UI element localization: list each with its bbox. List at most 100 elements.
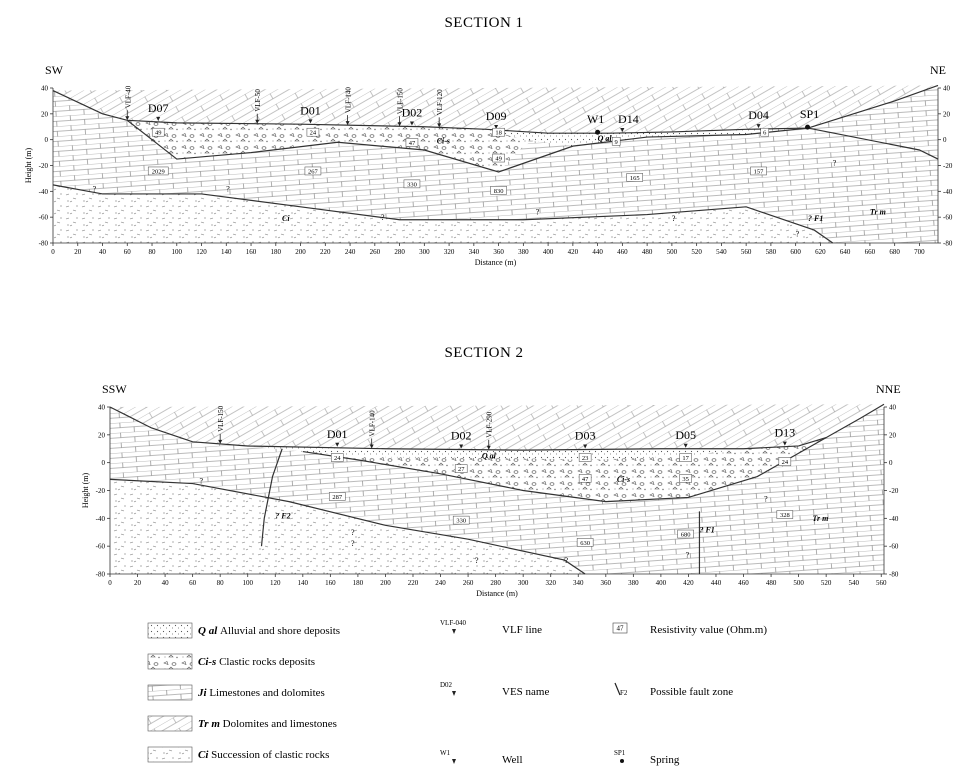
section1-plot: 0 20 40 60 80 100 120 140 160 180 200 220 240 260 280 3…: [24, 63, 953, 267]
y-tick-label-right: 20: [889, 431, 897, 439]
ves-label: D14: [618, 112, 639, 126]
x-tick-label: 200: [380, 579, 391, 587]
topography-line: [109, 403, 885, 451]
contact-line: [52, 184, 834, 244]
x-tick-label: 280: [394, 248, 405, 256]
resistivity-value: 47: [582, 476, 589, 483]
y-tick-label-right: 0: [943, 136, 947, 144]
x-tick-label: 160: [325, 579, 336, 587]
unit-label: Ci-s: [437, 137, 450, 146]
uncertain-mark: ?: [564, 556, 568, 565]
legend-unit-desc: Limestones and dolomites: [209, 687, 324, 699]
x-tick-label: 480: [766, 579, 777, 587]
direction-right: NE: [930, 63, 946, 77]
ves-arrow: [782, 441, 787, 446]
x-tick-label: 320: [545, 579, 556, 587]
legend-unit-code: Ci: [198, 749, 211, 761]
x-tick-label: 20: [74, 248, 82, 256]
legend-other-text: Spring: [650, 754, 680, 766]
x-tick-label: 100: [172, 248, 183, 256]
legend-swatch: [147, 715, 193, 732]
legend-unit: Q al Alluvial and shore deposits: [198, 625, 340, 637]
legend: Q al Alluvial and shore deposits Ci-s Cla…: [147, 619, 767, 766]
x-tick-label: 680: [889, 248, 900, 256]
well-symbol: [595, 129, 601, 135]
y-tick-label-right: -60: [943, 214, 953, 222]
resistivity-value: 27: [458, 466, 465, 473]
x-tick-label: 340: [469, 248, 480, 256]
x-tick-label: 380: [628, 579, 639, 587]
x-tick-label: 240: [345, 248, 356, 256]
resistivity-box: [306, 127, 320, 137]
legend-spring-dot: [620, 759, 624, 763]
x-axis-title: Distance (m): [475, 258, 517, 267]
y-tick-label: -20: [39, 162, 49, 170]
vlf-label: VLF-120: [436, 89, 444, 116]
unit-label: ? F1: [808, 214, 823, 223]
legend-arrow: [452, 759, 456, 764]
y-tick-label: 40: [98, 404, 106, 412]
ves-arrow: [494, 124, 499, 129]
resistivity-box: [677, 529, 694, 539]
x-tick-label: 300: [419, 248, 430, 256]
y-tick-label-right: -60: [889, 543, 899, 551]
legend-arrow: [452, 691, 456, 696]
vlf-label: VLF-140: [345, 87, 353, 114]
resistivity-box: [578, 453, 592, 462]
ves-arrow: [683, 443, 688, 448]
ves-arrow: [409, 121, 414, 126]
legend-unit-code: Tr m: [198, 718, 223, 730]
x-tick-label: 120: [270, 579, 281, 587]
x-tick-label: 60: [189, 579, 197, 587]
legend-fault-line: [614, 682, 621, 696]
x-tick-label: 460: [617, 248, 628, 256]
x-tick-label: 420: [683, 579, 694, 587]
legend-unit-code: Ci-s: [198, 656, 219, 668]
y-axis-title: Height (m): [24, 148, 33, 184]
legend-unit: Ji Limestones and dolomites: [197, 687, 325, 699]
ves-label: D02: [402, 105, 423, 119]
x-tick-label: 400: [656, 579, 667, 587]
vlf-arrow: [125, 116, 130, 121]
y-tick-label: 20: [98, 431, 106, 439]
ves-label: D01: [327, 427, 348, 441]
x-tick-label: 380: [518, 248, 529, 256]
y-tick-label-right: 40: [889, 404, 897, 412]
vlf-arrow: [369, 444, 374, 449]
y-tick-label-right: -80: [889, 571, 899, 579]
uncertain-mark: ?: [686, 550, 690, 559]
x-tick-label: 140: [221, 248, 232, 256]
resistivity-box: [576, 538, 594, 547]
resistivity-value: 2029: [152, 168, 165, 175]
x-tick-label: 320: [444, 248, 455, 256]
x-tick-label: 80: [149, 248, 157, 256]
y-tick-label-right: 40: [943, 85, 951, 93]
x-tick-label: 340: [573, 579, 584, 587]
vlf-arrow: [486, 445, 491, 450]
x-tick-label: 280: [490, 579, 501, 587]
legend-unit-desc: Alluvial and shore deposits: [220, 625, 340, 637]
ves-label: D07: [148, 101, 169, 115]
x-tick-label: 80: [217, 579, 225, 587]
direction-left: SSW: [102, 382, 127, 396]
x-tick-label: 620: [815, 248, 826, 256]
legend-unit: Ci-s Clastic rocks deposits: [198, 656, 315, 668]
legend-unit-desc: Succession of clastic rocks: [211, 749, 329, 761]
contact-line: [260, 448, 283, 547]
ves-arrow: [583, 444, 588, 449]
y-tick-label: -80: [39, 240, 49, 248]
ves-label: D09: [486, 109, 507, 123]
unit-label: ? F2: [275, 511, 290, 520]
ves-arrow: [756, 124, 761, 129]
x-tick-label: 120: [196, 248, 207, 256]
section1-title: SECTION 1: [444, 15, 523, 31]
x-tick-label: 180: [271, 248, 282, 256]
resistivity-value: 287: [332, 494, 343, 501]
y-tick-label-right: -20: [889, 487, 899, 495]
resistivity-value: 330: [456, 518, 466, 525]
y-tick-label: 0: [102, 459, 106, 467]
y-tick-label-right: -20: [943, 162, 953, 170]
x-tick-label: 500: [667, 248, 678, 256]
resistivity-value: 9: [615, 139, 618, 146]
legend-symbol-text: Well: [502, 754, 523, 766]
